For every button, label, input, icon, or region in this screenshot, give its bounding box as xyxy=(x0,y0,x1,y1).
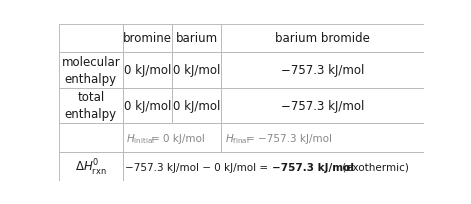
Text: barium: barium xyxy=(176,32,218,45)
Text: bromine: bromine xyxy=(123,32,172,45)
Bar xyxy=(59,53,123,88)
Bar xyxy=(221,24,424,53)
Text: barium bromide: barium bromide xyxy=(275,32,370,45)
Text: $\Delta H^0_\mathrm{rxn}$: $\Delta H^0_\mathrm{rxn}$ xyxy=(75,157,106,177)
Bar xyxy=(221,53,424,88)
Bar xyxy=(59,153,123,182)
Text: = −757.3 kJ/mol: = −757.3 kJ/mol xyxy=(246,133,332,143)
Bar xyxy=(123,88,172,123)
Bar xyxy=(172,53,221,88)
Text: 0 kJ/mol: 0 kJ/mol xyxy=(173,99,220,112)
Bar xyxy=(123,123,221,153)
Bar xyxy=(172,88,221,123)
Text: −757.3 kJ/mol: −757.3 kJ/mol xyxy=(271,162,354,172)
Bar xyxy=(221,123,424,153)
Bar xyxy=(172,24,221,53)
Bar xyxy=(123,53,172,88)
Text: 0 kJ/mol: 0 kJ/mol xyxy=(124,64,171,77)
Text: −757.3 kJ/mol: −757.3 kJ/mol xyxy=(281,64,364,77)
Text: total
enthalpy: total enthalpy xyxy=(65,91,117,121)
Bar xyxy=(221,88,424,123)
Text: $\mathit{H}_\mathrm{initial}$: $\mathit{H}_\mathrm{initial}$ xyxy=(126,131,155,145)
Text: $\mathit{H}_\mathrm{final}$: $\mathit{H}_\mathrm{final}$ xyxy=(225,131,250,145)
Text: (exothermic): (exothermic) xyxy=(339,162,409,172)
Text: −757.3 kJ/mol: −757.3 kJ/mol xyxy=(281,99,364,112)
Text: = 0 kJ/mol: = 0 kJ/mol xyxy=(151,133,205,143)
Text: 0 kJ/mol: 0 kJ/mol xyxy=(124,99,171,112)
Bar xyxy=(59,24,123,53)
Bar xyxy=(123,24,172,53)
Bar xyxy=(59,88,123,123)
Text: molecular
enthalpy: molecular enthalpy xyxy=(61,55,120,85)
Text: 0 kJ/mol: 0 kJ/mol xyxy=(173,64,220,77)
Text: −757.3 kJ/mol − 0 kJ/mol =: −757.3 kJ/mol − 0 kJ/mol = xyxy=(125,162,271,172)
Bar xyxy=(59,123,123,153)
Bar xyxy=(123,153,424,182)
